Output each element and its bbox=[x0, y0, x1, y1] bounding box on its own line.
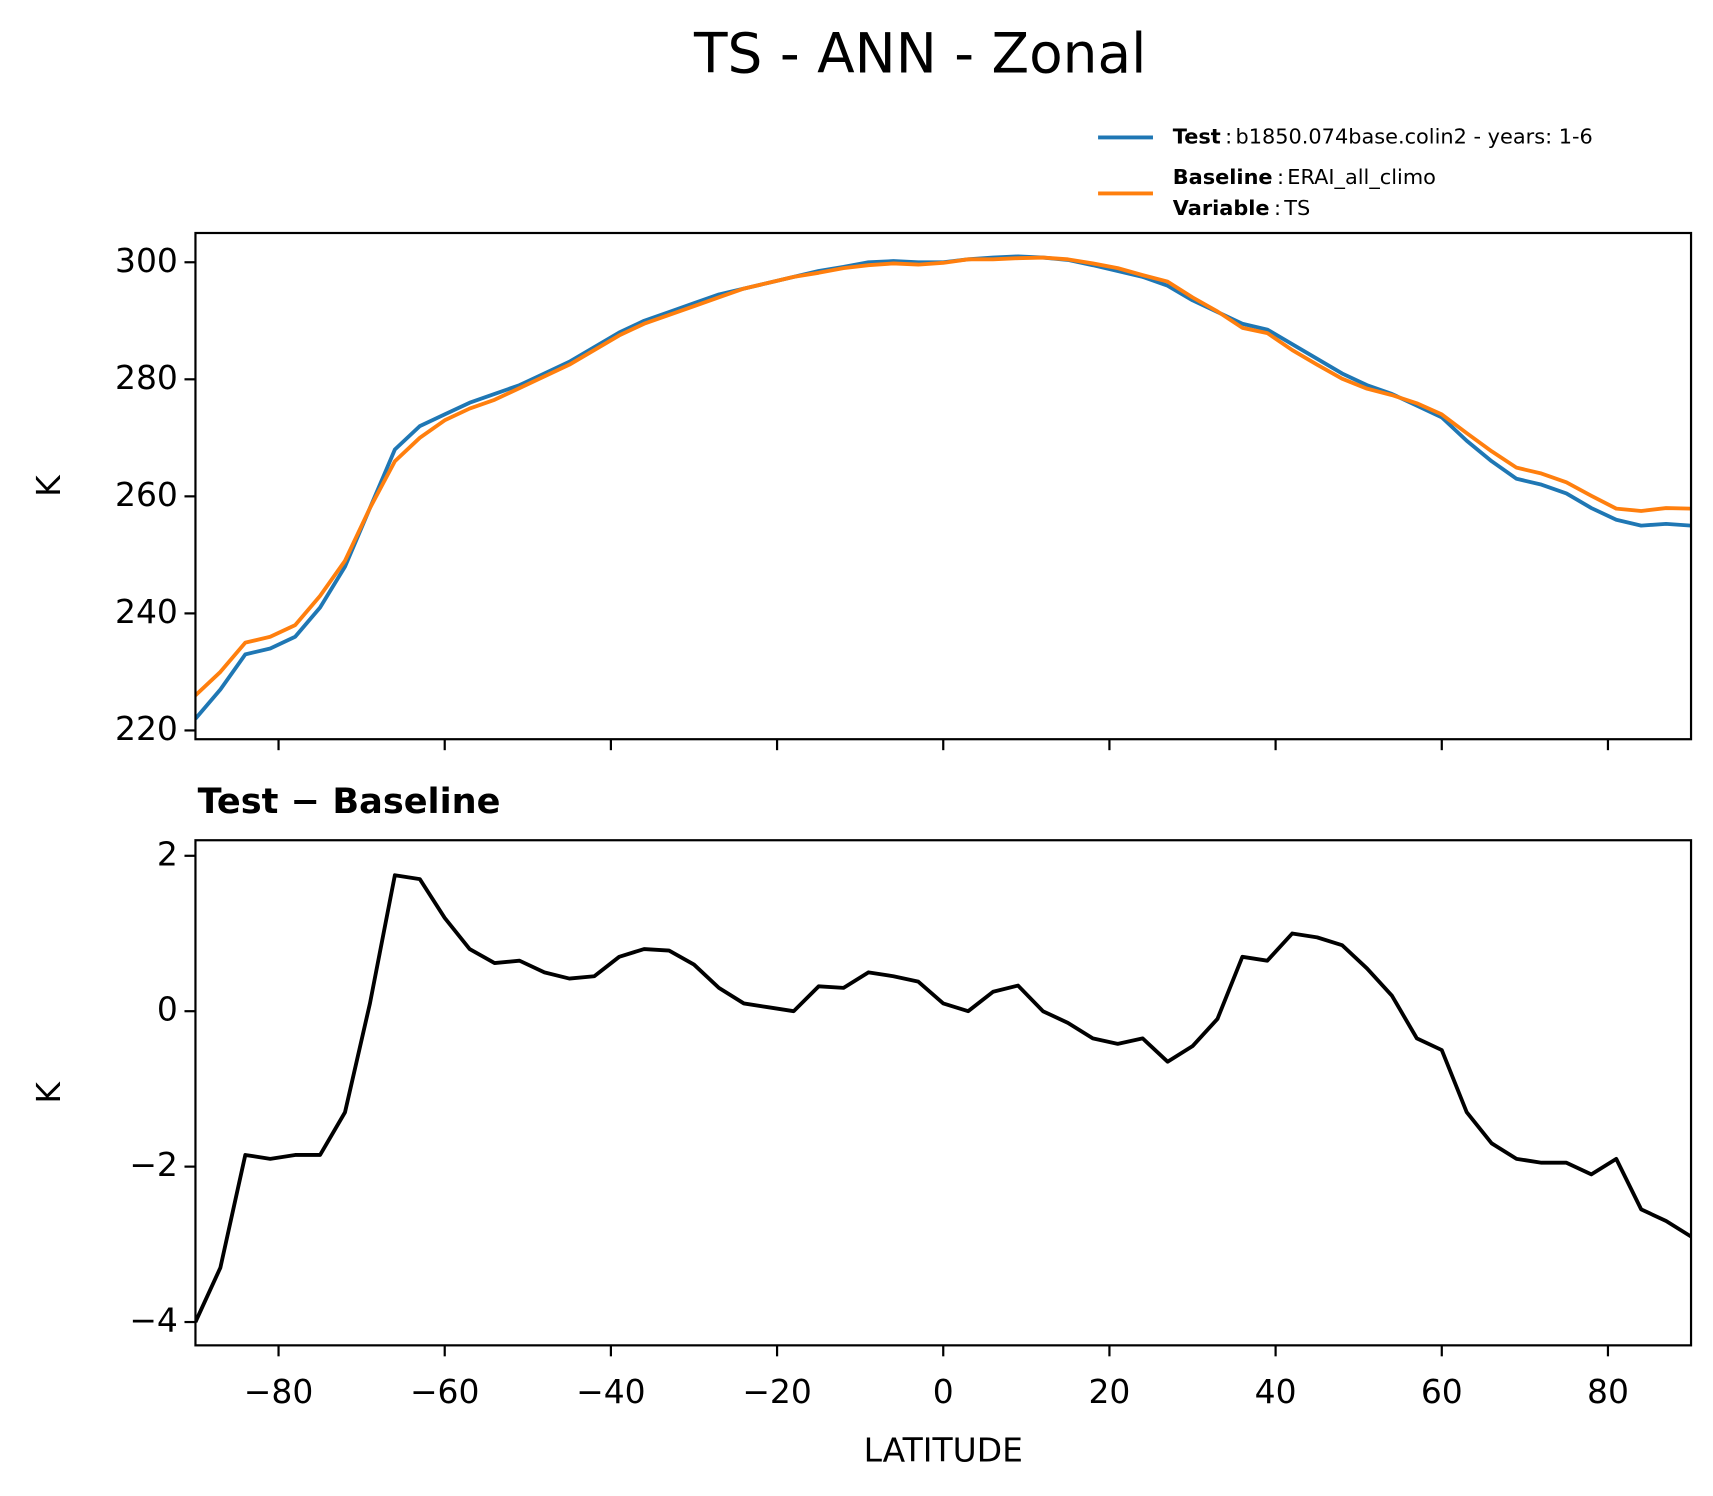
legend-separator: : bbox=[1277, 165, 1284, 189]
x-tick-label: −80 bbox=[244, 1372, 314, 1411]
x-tick-label: −60 bbox=[410, 1372, 480, 1411]
legend-entry: Baseline: ERAI_all_climo bbox=[1173, 165, 1436, 190]
legend-text: TS bbox=[1283, 196, 1310, 220]
y-tick-label: 220 bbox=[115, 709, 178, 748]
axes-frame bbox=[194, 839, 1693, 1347]
legend-separator: : bbox=[1274, 196, 1281, 220]
figure-title: TS - ANN - Zonal bbox=[693, 21, 1146, 85]
y-tick-label: 240 bbox=[115, 592, 178, 631]
x-tick-label: −40 bbox=[576, 1372, 646, 1411]
y-axis-label: K bbox=[29, 1081, 68, 1104]
x-tick-label: 40 bbox=[1255, 1372, 1297, 1411]
legend-key: Test bbox=[1173, 124, 1221, 148]
data-line bbox=[195, 255, 1692, 697]
legend-key: Variable bbox=[1173, 196, 1270, 220]
y-tick-label: −2 bbox=[129, 1145, 178, 1184]
y-tick-label: 300 bbox=[115, 241, 178, 280]
x-tick-label: 20 bbox=[1088, 1372, 1130, 1411]
x-axis-label: LATITUDE bbox=[864, 1430, 1023, 1469]
subplot-title: Test − Baseline bbox=[198, 781, 501, 822]
y-tick-label: 260 bbox=[115, 475, 178, 514]
x-tick-label: 80 bbox=[1587, 1372, 1629, 1411]
legend-text: b1850.074base.colin2 - years: 1-6 bbox=[1235, 124, 1592, 148]
x-tick-label: 0 bbox=[933, 1372, 954, 1411]
y-tick-label: 2 bbox=[157, 834, 178, 873]
legend-entry: Variable: TS bbox=[1173, 196, 1311, 220]
x-tick-label: −20 bbox=[742, 1372, 812, 1411]
y-tick-label: 0 bbox=[157, 990, 178, 1029]
y-axis-label: K bbox=[29, 474, 68, 497]
axes-frame bbox=[194, 231, 1693, 741]
legend-text: ERAI_all_climo bbox=[1287, 165, 1436, 190]
data-line bbox=[195, 873, 1692, 1323]
legend-entry: Test: b1850.074base.colin2 - years: 1-6 bbox=[1173, 124, 1593, 148]
x-tick-label: 60 bbox=[1421, 1372, 1463, 1411]
legend-separator: : bbox=[1225, 124, 1232, 148]
y-tick-label: 280 bbox=[115, 358, 178, 397]
y-tick-label: −4 bbox=[129, 1301, 178, 1340]
legend-key: Baseline bbox=[1173, 165, 1273, 189]
